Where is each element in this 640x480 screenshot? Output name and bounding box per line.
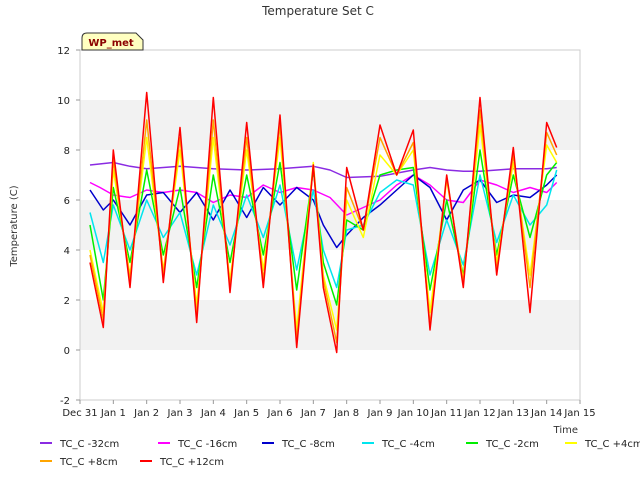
station-badge: WP_met	[81, 32, 144, 51]
y-axis-ticks: -2 0 2 4 6 8 10 12	[57, 46, 80, 407]
legend-item: TC_C +12cm	[140, 457, 224, 468]
badge-label: WP_met	[88, 38, 134, 49]
band-6	[80, 50, 580, 100]
x-tick-label: Jan 5	[233, 408, 259, 419]
y-tick-label: 10	[57, 96, 70, 107]
plot-area	[79, 49, 581, 401]
legend-label: TC_C -2cm	[485, 439, 539, 450]
y-tick-label: 6	[64, 196, 70, 207]
legend-item: TC_C -16cm	[158, 439, 237, 450]
band-0	[80, 350, 580, 400]
legend-label: TC_C +8cm	[59, 457, 118, 468]
x-tick-label: Dec 31	[62, 408, 97, 419]
series-line-2	[89, 174, 558, 249]
x-tick-label: Jan 11	[430, 408, 462, 419]
x-tick-label: Jan 2	[133, 408, 159, 419]
y-axis-label: Temperature (C)	[9, 185, 20, 267]
series-line-1	[89, 174, 558, 216]
legend-item: TC_C +8cm	[40, 457, 118, 468]
x-tick-label: Jan 10	[397, 408, 429, 419]
chart-title: Temperature Set C	[261, 4, 374, 18]
x-tick-label: Jan 13	[497, 408, 529, 419]
band-1	[80, 300, 580, 350]
x-tick-label: Jan 9	[367, 408, 393, 419]
legend-label: TC_C +4cm	[584, 439, 640, 450]
x-axis-label: Time	[553, 425, 578, 436]
y-tick-label: -2	[60, 396, 70, 407]
band-4	[80, 150, 580, 200]
plot-background-bands	[80, 50, 580, 400]
series-lines	[89, 91, 558, 354]
series-line-3	[89, 169, 558, 289]
x-tick-label: Jan 7	[300, 408, 326, 419]
x-tick-label: Jan 3	[167, 408, 193, 419]
x-tick-label: Jan 4	[200, 408, 226, 419]
legend-label: TC_C -8cm	[281, 439, 335, 450]
band-2	[80, 250, 580, 300]
y-tick-label: 2	[64, 296, 70, 307]
series-line-4	[89, 149, 558, 306]
legend-item: TC_C -32cm	[40, 439, 119, 450]
x-axis-ticks: Dec 31 Jan 1 Jan 2 Jan 3 Jan 4 Jan 5 Jan 6 Jan …	[62, 400, 596, 419]
badge-box	[81, 32, 144, 51]
x-tick-label: Jan 14	[530, 408, 562, 419]
x-tick-label: Jan 15	[563, 408, 595, 419]
x-tick-label: Jan 12	[463, 408, 495, 419]
legend-item: TC_C +4cm	[565, 439, 640, 450]
x-tick-label: Jan 8	[333, 408, 359, 419]
x-tick-label: Jan 1	[100, 408, 126, 419]
band-5	[80, 100, 580, 150]
legend-label: TC_C -16cm	[177, 439, 237, 450]
series-line-7	[89, 91, 558, 354]
y-tick-label: 0	[64, 346, 70, 357]
legend: TC_C -32cm TC_C -16cm TC_C -8cm TC_C -4cm TC…	[40, 439, 640, 468]
x-tick-label: Jan 6	[267, 408, 293, 419]
legend-item: TC_C -2cm	[466, 439, 539, 450]
legend-item: TC_C -4cm	[362, 439, 435, 450]
legend-label: TC_C +12cm	[159, 457, 224, 468]
y-tick-label: 4	[64, 246, 70, 257]
y-tick-label: 8	[64, 146, 70, 157]
legend-label: TC_C -32cm	[59, 439, 119, 450]
legend-label: TC_C -4cm	[381, 439, 435, 450]
legend-item: TC_C -8cm	[262, 439, 335, 450]
y-tick-label: 12	[57, 46, 70, 57]
